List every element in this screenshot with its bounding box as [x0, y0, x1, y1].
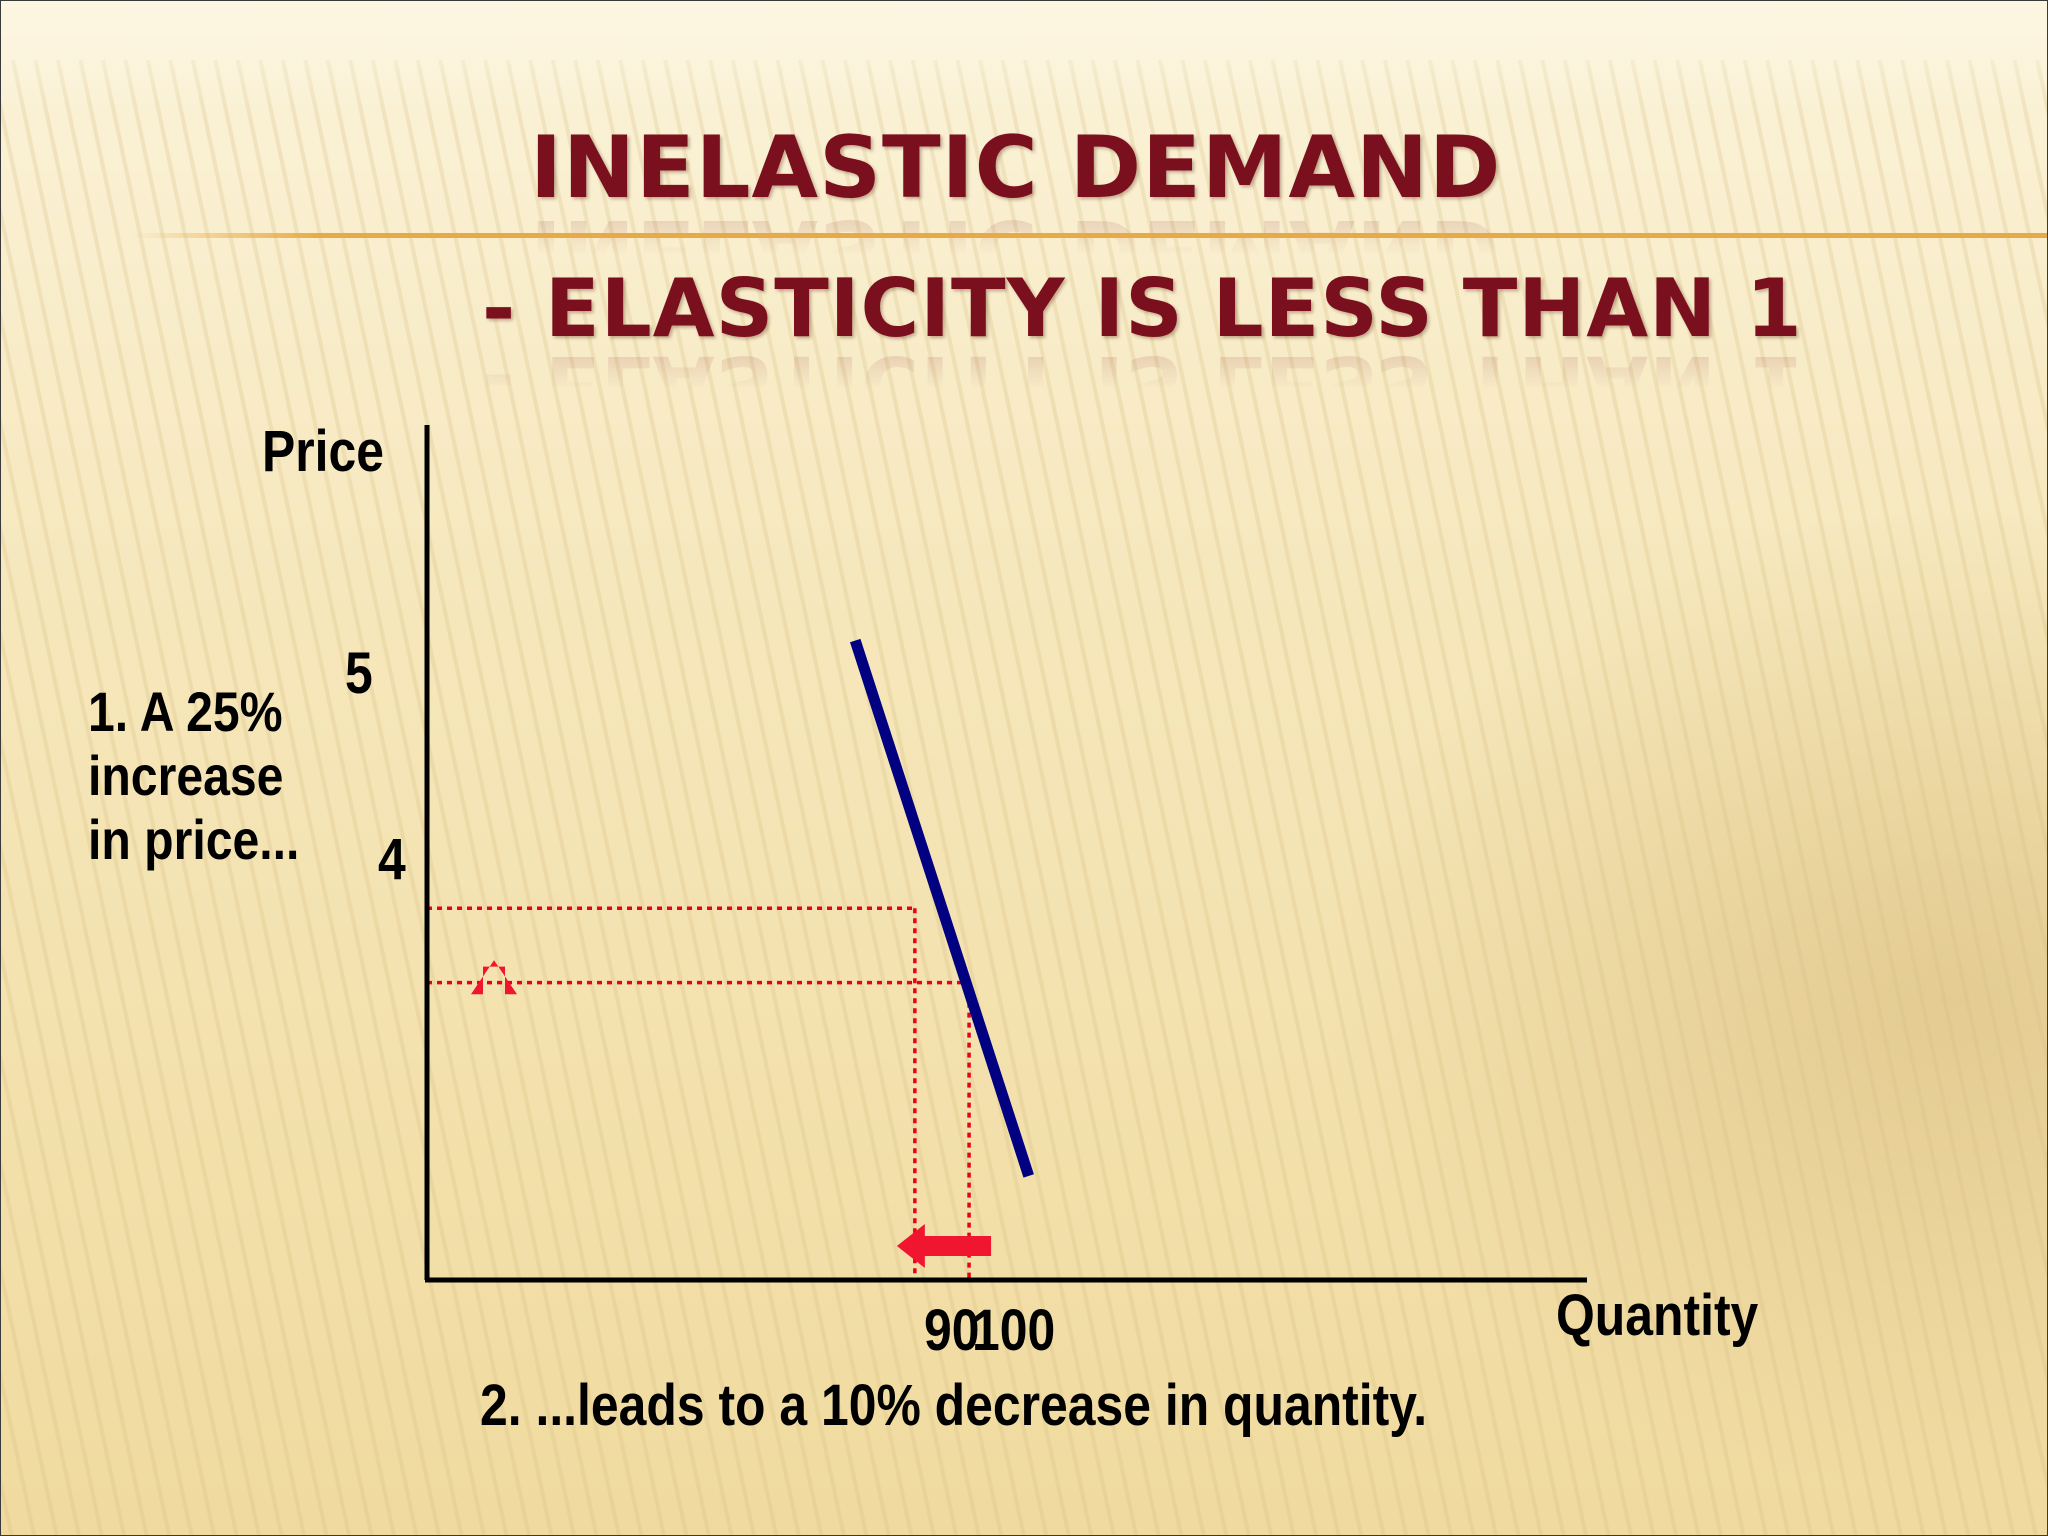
price-change-annotation: 1. A 25% increase in price... — [88, 680, 300, 871]
x-tick-label-90: 90 — [924, 1298, 980, 1363]
striped-texture — [0, 60, 2048, 1536]
y-tick-label-4: 4 — [378, 827, 406, 892]
y-tick-label-5: 5 — [345, 641, 373, 706]
quantity-change-annotation: 2. ...leads to a 10% decrease in quantit… — [480, 1373, 1428, 1438]
quantity-decrease-arrow-icon — [896, 1224, 992, 1268]
top-highlight — [0, 0, 2048, 110]
x-tick-label-100: 100 — [972, 1298, 1056, 1363]
slide-title: INELASTIC DEMAND — [530, 118, 1502, 218]
y-axis-label: Price — [262, 419, 385, 484]
x-axis-label: Quantity — [1556, 1283, 1759, 1348]
demand-curve — [849, 638, 1034, 1178]
slide-subtitle: - ELASTICITY IS LESS THAN 1 — [482, 262, 1803, 355]
price-increase-arrow-icon — [471, 960, 517, 995]
title-divider — [130, 233, 2048, 238]
